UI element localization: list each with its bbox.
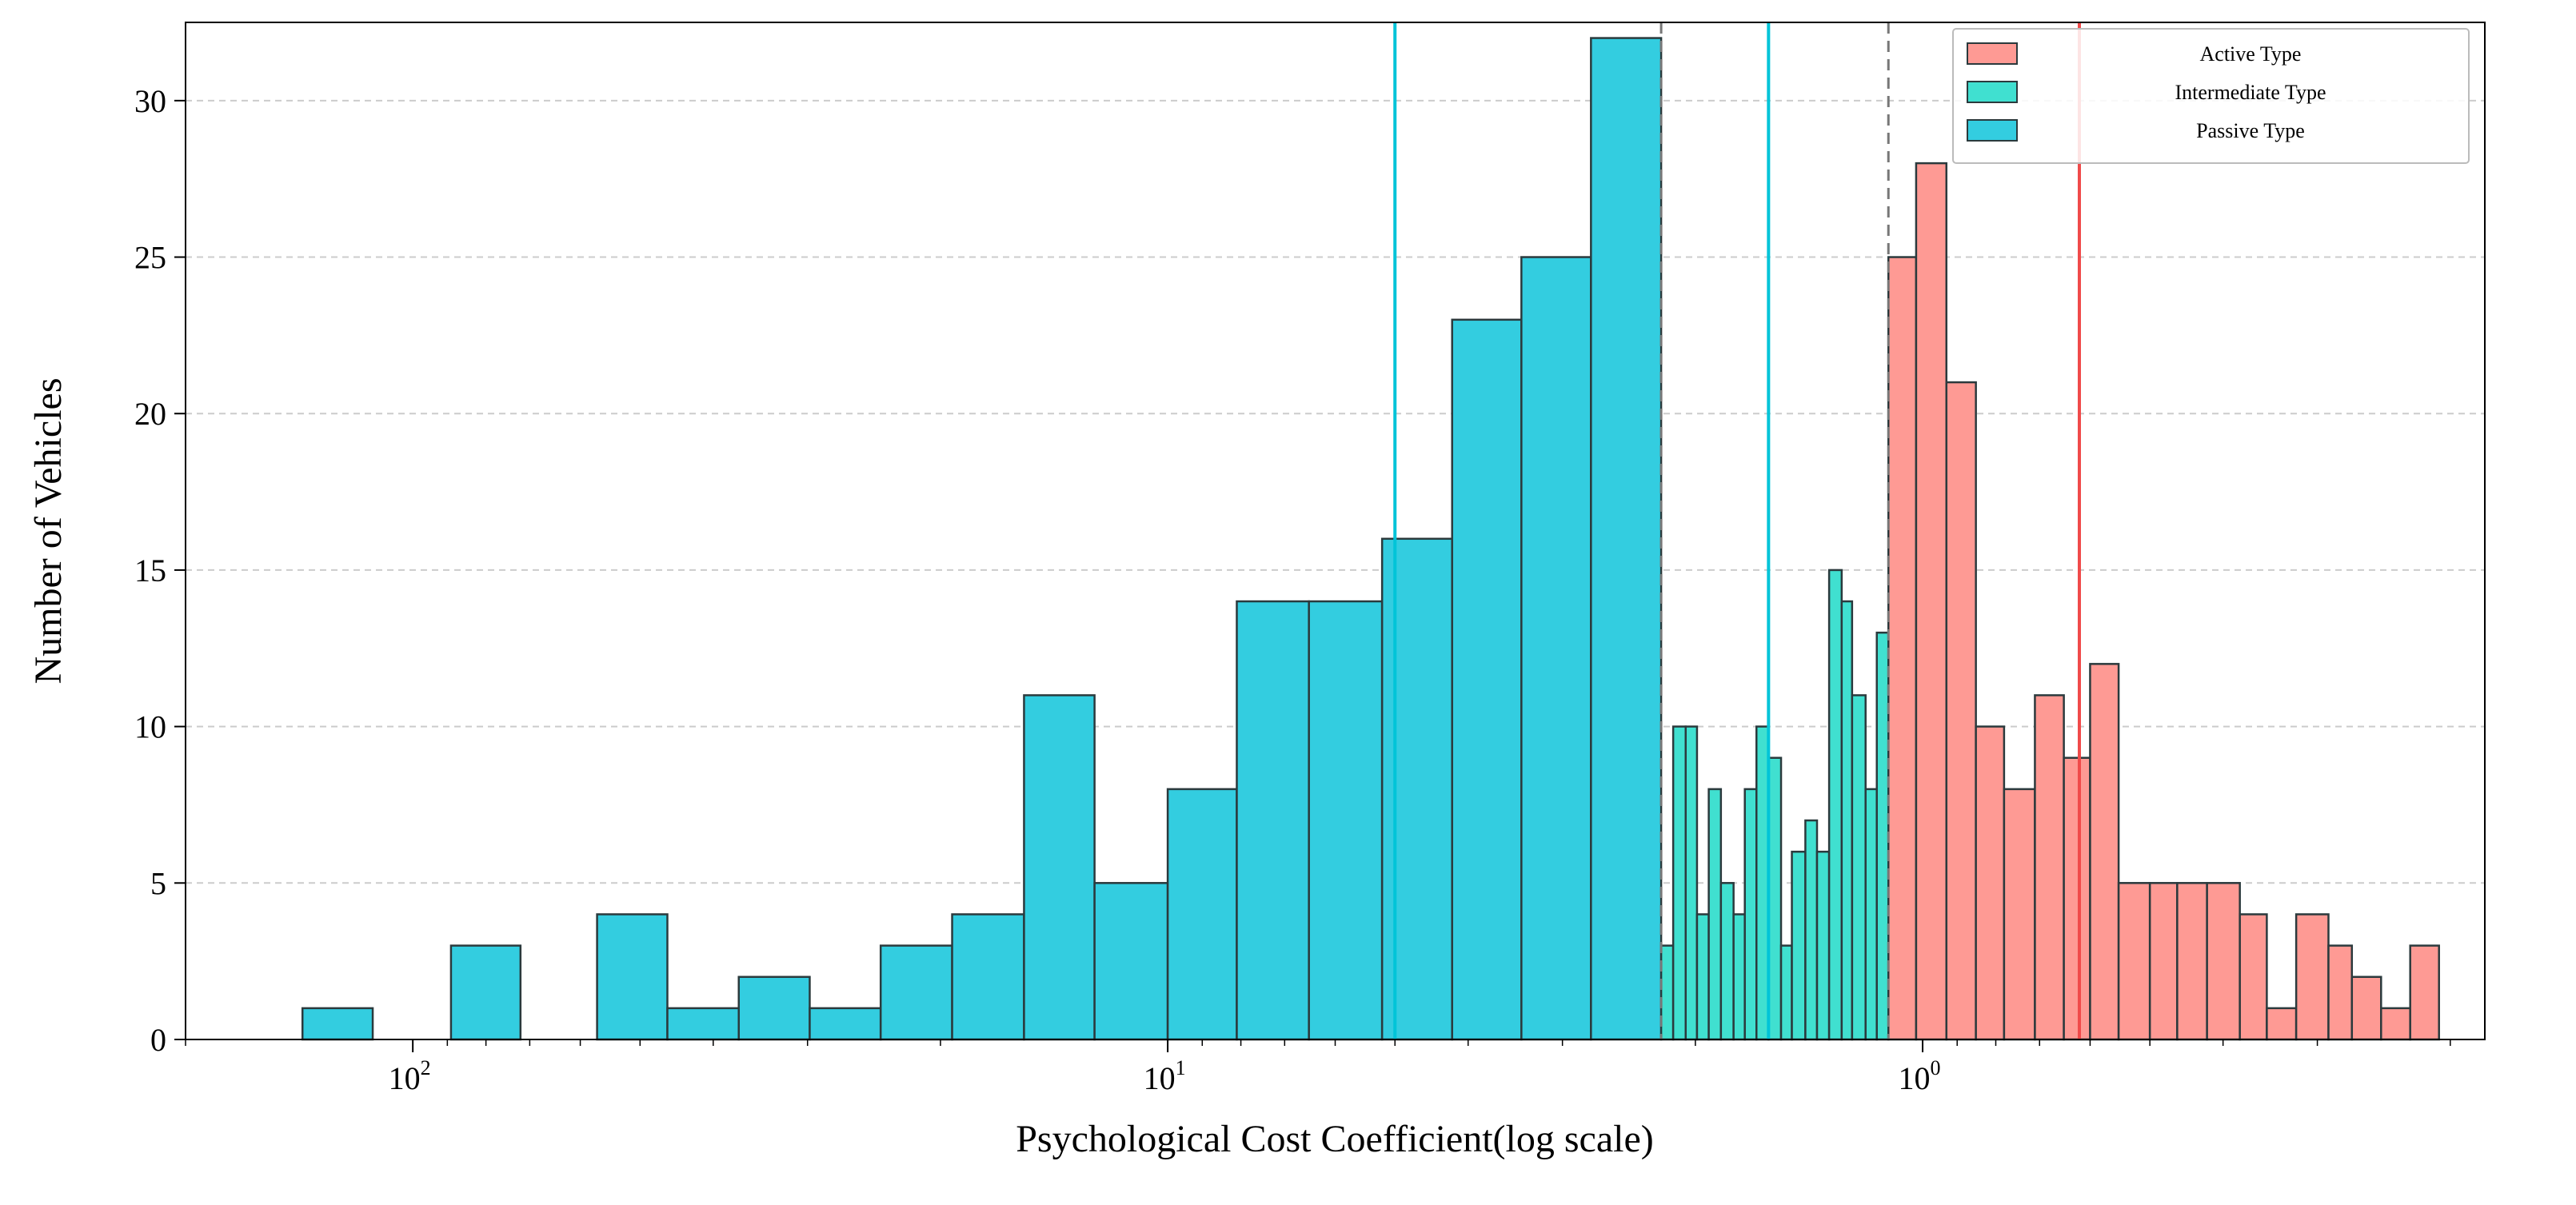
intermediate-type-bar-18 [1864, 788, 1878, 1041]
intermediate-type-bar-2 [1671, 725, 1687, 1041]
passive-type-bar-14 [1380, 537, 1453, 1041]
x-tick-label-0: 100 [1899, 1056, 1941, 1096]
y-axis-label: Number of Vehicles [27, 377, 70, 684]
intermediate-type-bar-10 [1767, 756, 1783, 1041]
active-type-bar-14 [2266, 1007, 2298, 1041]
intermediate-type-bar-1 [1659, 944, 1675, 1041]
y-tick-label-10: 10 [134, 709, 166, 745]
legend-label-intermediate-type: Intermediate Type [2175, 81, 2326, 104]
intermediate-type-bar-19 [1875, 631, 1890, 1041]
intermediate-type-bar-9 [1755, 725, 1770, 1041]
active-type-bar-4 [1975, 725, 2006, 1041]
legend-label-active-type: Active Type [2200, 42, 2302, 66]
intermediate-type-bar-8 [1743, 788, 1758, 1041]
y-tick-label-25: 25 [134, 240, 166, 276]
passive-type-bar-5 [737, 976, 811, 1041]
intermediate-type-bar-14 [1815, 850, 1831, 1041]
passive-type-bar-10 [1093, 882, 1169, 1041]
intermediate-type-bar-16 [1840, 600, 1854, 1041]
legend-swatch-passive-type [1967, 119, 2018, 142]
intermediate-type-bar-17 [1851, 694, 1867, 1041]
legend-swatch-active-type [1967, 42, 2018, 65]
active-type-bar-3 [1945, 381, 1977, 1041]
intermediate-type-bar-7 [1732, 913, 1746, 1041]
passive-type-bar-6 [809, 1007, 882, 1041]
active-type-bar-11 [2176, 882, 2208, 1041]
passive-type-bar-11 [1166, 788, 1238, 1041]
active-type-bar-17 [2350, 976, 2382, 1041]
active-type-bar-19 [2409, 944, 2440, 1041]
passive-type-bar-3 [596, 913, 669, 1041]
passive-type-bar-1 [301, 1007, 374, 1041]
histogram-bars [301, 37, 2440, 1041]
passive-type-bar-13 [1308, 600, 1384, 1041]
y-tick-label-15: 15 [134, 553, 166, 589]
passive-type-bar-2 [449, 944, 522, 1041]
passive-type-bar-8 [951, 913, 1025, 1041]
passive-type-bar-4 [666, 1007, 740, 1041]
active-type-bar-10 [2148, 882, 2179, 1041]
passive-type-bar-16 [1520, 256, 1592, 1041]
x-tick-label-2: 102 [389, 1056, 431, 1096]
legend-swatch-intermediate-type [1967, 81, 2018, 103]
reference-lines [1393, 22, 2081, 1039]
active-type-bar-9 [2117, 882, 2151, 1041]
intermediate-type-bar-11 [1779, 944, 1793, 1041]
y-tick-label-20: 20 [134, 396, 166, 432]
passive-type-bar-7 [879, 944, 953, 1041]
intermediate-type-bar-3 [1684, 725, 1699, 1041]
x-tick-label-1: 101 [1144, 1056, 1186, 1096]
passive-type-bar-17 [1590, 37, 1663, 1041]
passive-type-bar-9 [1023, 694, 1096, 1041]
active-type-bar-2 [1915, 162, 1948, 1041]
axis-ticks: 0 5 10 15 20 25 30 102 101 100 [134, 83, 2451, 1096]
legend-label-passive-type: Passive Type [2196, 119, 2305, 142]
y-tick-label-30: 30 [134, 83, 166, 119]
legend-box [1952, 28, 2470, 164]
active-type-bar-13 [2239, 913, 2268, 1041]
active-type-bar-12 [2206, 882, 2241, 1041]
active-type-bar-16 [2327, 944, 2354, 1041]
intermediate-type-bar-12 [1791, 850, 1807, 1041]
active-type-bar-6 [2034, 694, 2065, 1041]
active-type-bar-5 [2003, 788, 2036, 1041]
intermediate-type-bar-15 [1827, 569, 1843, 1041]
intermediate-type-bar-13 [1804, 819, 1819, 1041]
y-tick-label-5: 5 [150, 865, 166, 901]
active-type-bar-7 [2063, 756, 2091, 1041]
x-axis-label: Psychological Cost Coefficient(log scale… [1016, 1118, 1654, 1160]
intermediate-type-bar-6 [1719, 882, 1735, 1041]
passive-type-bar-12 [1236, 600, 1310, 1041]
active-type-bar-18 [2380, 1007, 2411, 1041]
y-tick-label-0: 0 [150, 1022, 166, 1058]
intermediate-type-bar-5 [1707, 788, 1723, 1041]
legend: Active Type Intermediate Type Passive Type [1952, 28, 2470, 164]
active-type-bar-1 [1887, 256, 1918, 1041]
active-type-bar-8 [2089, 663, 2120, 1041]
intermediate-type-bar-4 [1695, 913, 1710, 1041]
active-type-bar-15 [2294, 913, 2330, 1041]
passive-type-bar-15 [1451, 318, 1523, 1041]
